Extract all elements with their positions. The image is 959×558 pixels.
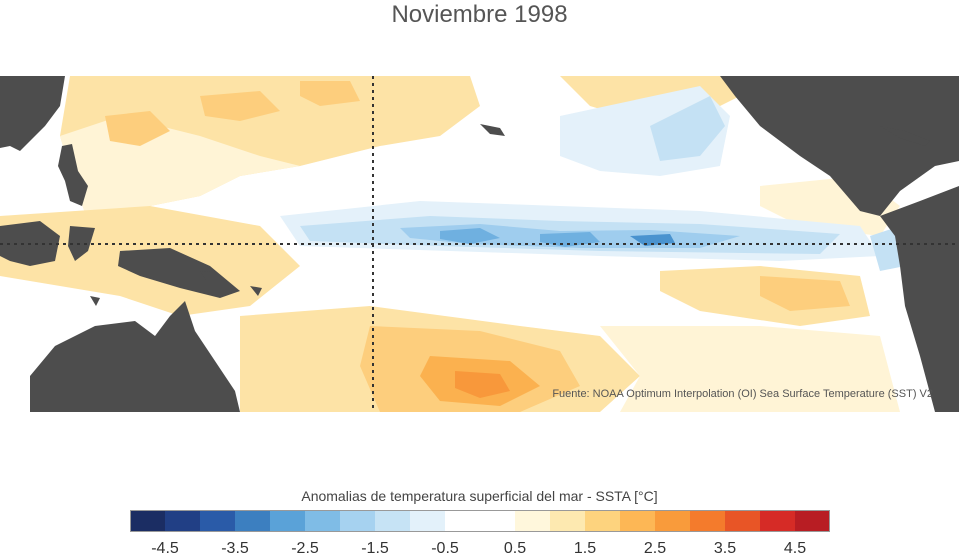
cool-core-1 [440, 228, 500, 244]
colorbar-segment [795, 510, 830, 532]
colorbar-tick-label: -1.5 [361, 540, 389, 557]
colorbar-tick-label: 2.5 [643, 540, 667, 557]
land-masses [0, 76, 959, 412]
colorbar-tick-label: 0.5 [503, 540, 527, 557]
colorbar-segment [375, 510, 411, 532]
colorbar-tick-label: -4.5 [151, 540, 179, 557]
colorbar-segment [410, 510, 446, 532]
colorbar-segment [445, 510, 516, 532]
colorbar-segment [690, 510, 726, 532]
colorbar-segment [550, 510, 586, 532]
colorbar-segment [760, 510, 796, 532]
sulawesi-land [68, 226, 95, 261]
warm-patch-southeast [760, 276, 850, 311]
north-america-land [720, 76, 959, 216]
warm-region-northwest-light [60, 116, 300, 236]
caribbean-islands [880, 126, 930, 146]
colorbar-segment [305, 510, 341, 532]
colorbar-tick-label: -3.5 [221, 540, 249, 557]
colorbar-segment [515, 510, 551, 532]
colorbar-border [130, 510, 830, 532]
colorbar [130, 510, 830, 532]
cool-patch-northeast [650, 96, 725, 161]
cool-anomaly-regions [280, 86, 905, 271]
warm-patch-north-2 [200, 91, 280, 121]
colorbar-tick-label: 3.5 [713, 540, 737, 557]
cool-core-3 [630, 234, 675, 246]
colorbar-tick-label: 4.5 [783, 540, 807, 557]
colorbar-segment [200, 510, 236, 532]
map-title: Noviembre 1998 [391, 1, 568, 28]
colorbar-segment [270, 510, 306, 532]
warm-region-south-central [600, 326, 900, 412]
data-source-note: Fuente: NOAA Optimum Interpolation (OI) … [552, 388, 933, 400]
colorbar-segment [620, 510, 656, 532]
colorbar-tick-label: -0.5 [431, 540, 459, 557]
colorbar-segment [130, 510, 166, 532]
south-america-land [880, 186, 959, 412]
colorbar-segment [655, 510, 691, 532]
asia-landmass [0, 76, 65, 151]
hawaii-islands [480, 124, 505, 136]
colorbar-segment [725, 510, 761, 532]
warm-hot-core-south [455, 371, 510, 398]
colorbar-segment [340, 510, 376, 532]
new-guinea-land [118, 248, 240, 298]
warm-patch-north-1 [105, 111, 170, 146]
philippines-land [58, 144, 88, 206]
colorbar-tick-label: -2.5 [291, 540, 319, 557]
colorbar-segment [165, 510, 201, 532]
colorbar-ticks: -4.5 -3.5 -2.5 -1.5 -0.5 0.5 1.5 2.5 3.5 4.5 [0, 540, 959, 558]
australia-land [30, 301, 240, 412]
sst-anomaly-map [0, 76, 959, 412]
warm-patch-north-3 [300, 81, 360, 106]
colorbar-segment [235, 510, 271, 532]
colorbar-tick-label: 1.5 [573, 540, 597, 557]
colorbar-label: Anomalias de temperatura superficial del… [301, 488, 658, 504]
colorbar-segment [585, 510, 621, 532]
